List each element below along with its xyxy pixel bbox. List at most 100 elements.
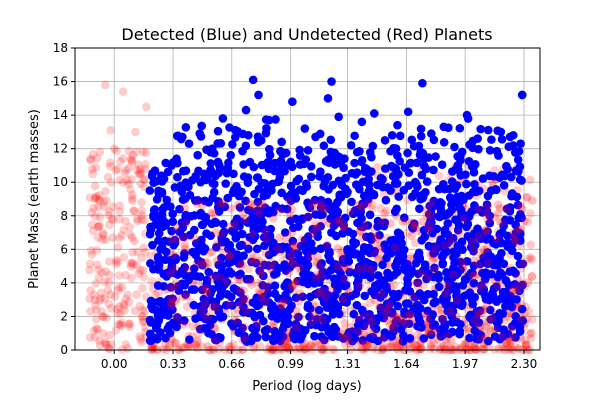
undetected-point [171, 338, 181, 348]
undetected-point [196, 260, 206, 269]
detected-point [148, 297, 158, 307]
undetected-point [140, 175, 149, 185]
detected-point [503, 329, 513, 339]
detected-point [513, 155, 523, 165]
detected-point [239, 160, 248, 169]
detected-point [381, 195, 391, 205]
detected-point [473, 134, 482, 143]
undetected-point [416, 338, 426, 348]
undetected-point [504, 345, 513, 354]
undetected-point [481, 226, 491, 235]
undetected-point [291, 306, 301, 316]
x-tick-label: 2.30 [511, 357, 538, 371]
detected-point [237, 187, 246, 197]
detected-point [375, 230, 384, 240]
undetected-point [239, 322, 249, 332]
detected-point [166, 282, 176, 292]
undetected-point [121, 165, 131, 175]
detected-point [244, 244, 253, 254]
undetected-point [428, 256, 437, 265]
detected-point [393, 151, 402, 160]
undetected-point [170, 338, 179, 348]
detected-point [502, 161, 511, 171]
undetected-point [91, 279, 101, 288]
undetected-point [363, 198, 373, 208]
undetected-point [140, 248, 150, 257]
detected-point [376, 303, 386, 313]
detected-point [204, 328, 213, 338]
undetected-point [245, 198, 254, 208]
undetected-point [275, 206, 285, 215]
detected-point [404, 299, 413, 308]
detected-point [153, 264, 163, 274]
undetected-point [115, 320, 125, 330]
undetected-point [317, 344, 327, 354]
detected-point [145, 329, 155, 339]
undetected-point [91, 163, 101, 172]
undetected-point [116, 157, 125, 166]
detected-point [393, 120, 402, 130]
undetected-point [337, 253, 347, 262]
detected-point [387, 296, 397, 306]
undetected-point [225, 342, 234, 351]
undetected-point [101, 339, 110, 349]
detected-point [292, 176, 302, 186]
detected-point [207, 144, 217, 153]
detected-point [195, 129, 205, 138]
detected-point [316, 244, 325, 254]
detected-point [436, 235, 446, 244]
detected-point [405, 334, 415, 343]
detected-point [325, 156, 335, 166]
undetected-point [340, 318, 350, 328]
y-tick-label: 16 [53, 75, 68, 89]
detected-point [506, 291, 515, 301]
detected-point [213, 139, 223, 148]
detected-point [413, 278, 423, 287]
undetected-point [182, 291, 191, 301]
undetected-point [127, 196, 137, 206]
detected-point [476, 124, 485, 134]
detected-point [427, 129, 436, 138]
undetected-point [94, 222, 103, 231]
chart-title: Detected (Blue) and Undetected (Red) Pla… [121, 25, 492, 44]
undetected-point [106, 339, 116, 349]
detected-point [181, 122, 191, 132]
undetected-point [437, 309, 447, 319]
detected-point [510, 148, 520, 157]
undetected-point [346, 323, 355, 332]
detected-point [483, 336, 493, 346]
detected-point [451, 164, 461, 174]
undetected-point [308, 203, 318, 213]
detected-point [358, 336, 367, 345]
detected-point [449, 282, 459, 291]
undetected-point [474, 261, 484, 271]
undetected-point [95, 190, 104, 200]
detected-point [435, 242, 445, 251]
detected-point [223, 193, 233, 203]
undetected-point [96, 288, 106, 298]
undetected-point [130, 236, 139, 246]
undetected-point [193, 336, 202, 345]
undetected-point [407, 231, 416, 241]
detected-point [351, 238, 361, 248]
undetected-point [136, 334, 145, 344]
undetected-point [211, 228, 221, 237]
undetected-point [148, 344, 158, 353]
undetected-point [282, 328, 292, 338]
detected-point [330, 280, 340, 290]
undetected-point [469, 256, 479, 265]
undetected-point [212, 239, 222, 249]
undetected-point [459, 214, 469, 224]
x-axis-ticks: 0.00 0.33 0.66 0.99 1.31 1.64 1.97 2.30 [101, 350, 537, 371]
detected-point [196, 312, 205, 322]
undetected-point [105, 344, 115, 354]
undetected-point [446, 344, 455, 353]
detected-point [506, 172, 516, 182]
detected-point [430, 263, 439, 273]
detected-point [495, 308, 504, 318]
detected-point [189, 264, 199, 273]
detected-point [416, 124, 426, 134]
undetected-point [103, 285, 113, 295]
undetected-point [87, 208, 97, 217]
undetected-point [284, 196, 294, 206]
